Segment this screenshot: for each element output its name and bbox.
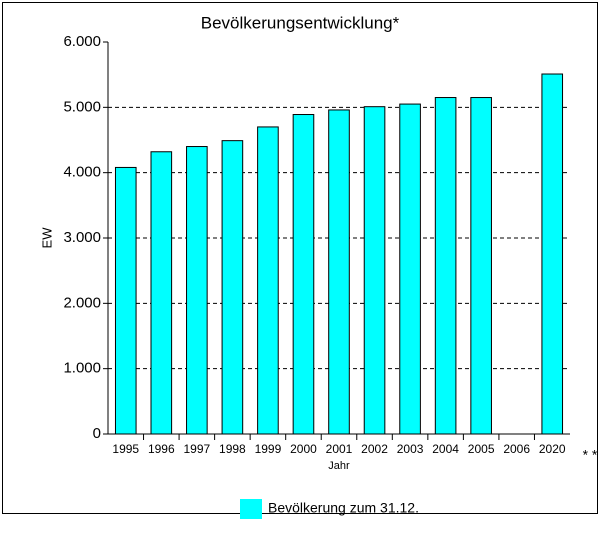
x-tick-label: 1996 bbox=[148, 442, 175, 456]
y-tick-label: 4.000 bbox=[63, 164, 101, 181]
y-tick-label: 3.000 bbox=[63, 229, 101, 246]
x-tick-label: 2000 bbox=[290, 442, 317, 456]
bar bbox=[150, 151, 173, 435]
x-tick-label: 2002 bbox=[361, 442, 388, 456]
bar bbox=[186, 146, 208, 435]
x-axis-label: Jahr bbox=[328, 460, 350, 472]
bar bbox=[328, 109, 350, 435]
y-tick-label: 2.000 bbox=[63, 294, 101, 311]
legend-label: Bevölkerung zum 31.12. bbox=[268, 500, 419, 516]
bar bbox=[434, 97, 457, 435]
bar bbox=[363, 106, 386, 435]
x-tick-label: 2003 bbox=[397, 442, 424, 456]
x-tick-label: 2006 bbox=[503, 442, 530, 456]
x-tick-label: 2004 bbox=[432, 442, 459, 456]
bar bbox=[470, 97, 492, 435]
y-tick-label: 1.000 bbox=[63, 360, 101, 377]
bar bbox=[114, 166, 137, 435]
bar bbox=[541, 73, 564, 435]
x-tick-label: 1997 bbox=[183, 442, 210, 456]
x-tick-label: 1999 bbox=[255, 442, 282, 456]
x-tick-label: 1995 bbox=[112, 442, 139, 456]
x-tick-label: 2005 bbox=[468, 442, 495, 456]
x-tick-label: 2001 bbox=[326, 442, 353, 456]
x-tick-label: 1998 bbox=[219, 442, 246, 456]
y-tick-label: 0 bbox=[93, 425, 101, 442]
y-axis-label: EW bbox=[39, 227, 54, 249]
chart-title: Bevölkerungsentwicklung* bbox=[201, 13, 400, 32]
annotation: * * bbox=[583, 447, 598, 463]
bar bbox=[292, 114, 315, 435]
x-tick-label: 2020 bbox=[539, 442, 566, 456]
legend-swatch bbox=[240, 499, 262, 519]
bar bbox=[257, 126, 279, 435]
bar bbox=[221, 140, 244, 435]
bar bbox=[399, 103, 421, 435]
y-tick-label: 5.000 bbox=[63, 98, 101, 115]
y-tick-label: 6.000 bbox=[63, 33, 101, 50]
